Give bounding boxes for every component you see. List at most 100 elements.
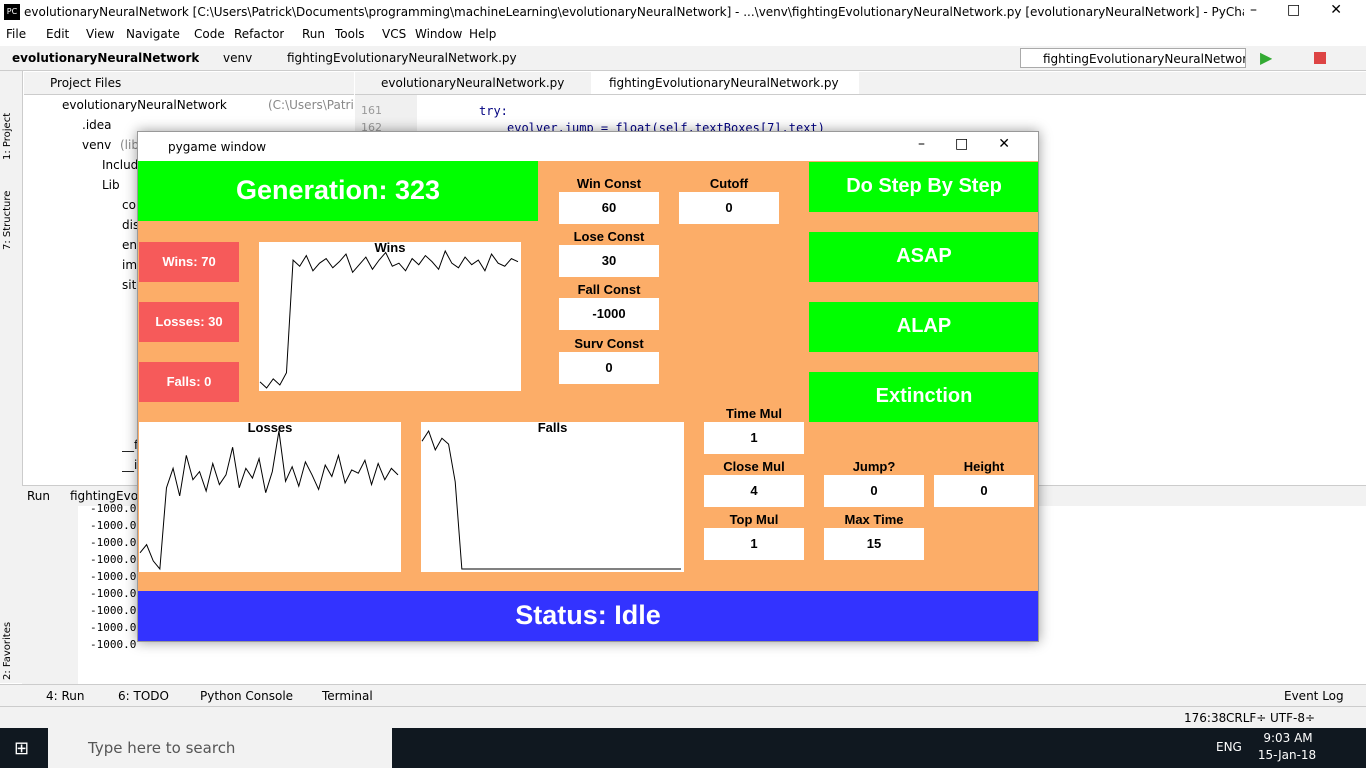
code-line: try: xyxy=(479,104,508,118)
tree-item[interactable]: Includ xyxy=(102,158,139,172)
tree-item[interactable]: dis xyxy=(122,218,140,232)
editor-tab[interactable]: evolutionaryNeuralNetwork.py xyxy=(381,76,565,90)
tool-tab[interactable]: 6: TODO xyxy=(118,689,169,703)
field-box[interactable]: 0 xyxy=(934,475,1034,507)
window-controls[interactable]: –□✕ xyxy=(1250,2,1360,18)
field-label: Close Mul xyxy=(723,459,785,474)
pygame-window: pygame window –□✕ Generation: 323 Status… xyxy=(137,131,1039,642)
field-box[interactable]: 15 xyxy=(824,528,924,560)
field-box[interactable]: 0 xyxy=(559,352,659,384)
editor-tab[interactable]: fightingEvolutionaryNeuralNetwork.py xyxy=(591,72,859,94)
tree-item[interactable]: en xyxy=(122,238,137,252)
tree-item[interactable]: evolutionaryNeuralNetwork xyxy=(62,98,227,112)
clock-date[interactable]: 15-Jan-18 xyxy=(1257,748,1317,762)
navigation-bar: fightingEvolutionaryNeuralNetwork ▶ evol… xyxy=(0,46,1366,71)
menu-item[interactable]: Tools xyxy=(335,27,365,41)
editor-tabs: evolutionaryNeuralNetwork.py fightingEvol… xyxy=(355,72,1366,95)
console-line: -1000.0 xyxy=(90,536,137,549)
chart-line xyxy=(259,249,519,389)
breadcrumb[interactable]: venv xyxy=(223,51,253,65)
tool-tab[interactable]: 4: Run xyxy=(46,689,85,703)
breadcrumb[interactable]: evolutionaryNeuralNetwork xyxy=(12,51,200,65)
pygame-controls[interactable]: –□✕ xyxy=(918,136,1028,152)
stop-button[interactable] xyxy=(1314,52,1326,64)
menu-item[interactable]: View xyxy=(86,27,115,41)
console-line: -1000.0 xyxy=(90,570,137,583)
language[interactable]: ENG xyxy=(1216,740,1242,754)
menu-item[interactable]: Window xyxy=(415,27,463,41)
chart-title: Falls xyxy=(538,420,568,435)
tool-tab[interactable]: Python Console xyxy=(200,689,294,703)
field-box[interactable]: 60 xyxy=(559,192,659,224)
project-view-select[interactable]: Project Files xyxy=(50,76,122,90)
tree-item[interactable]: __i xyxy=(122,458,138,472)
console-line: -1000.0 xyxy=(90,638,137,651)
chart-title: Losses xyxy=(248,420,293,435)
status-bar: 176:38 CRLF÷ UTF-8÷ xyxy=(0,706,1366,729)
side-tab[interactable]: 1: Project xyxy=(2,112,13,160)
clock-time[interactable]: 9:03 AM xyxy=(1263,731,1313,745)
tool-tab[interactable]: Terminal xyxy=(322,689,373,703)
tree-item[interactable]: .idea xyxy=(82,118,112,132)
run-label: Run xyxy=(27,489,51,503)
menu-item[interactable]: Refactor xyxy=(234,27,285,41)
side-tab[interactable]: 2: Favorites xyxy=(2,621,13,680)
app-icon: PC xyxy=(4,4,20,20)
console-line: -1000.0 xyxy=(90,621,137,634)
field-box[interactable]: 1 xyxy=(704,528,804,560)
field-box[interactable]: 0 xyxy=(679,192,779,224)
button[interactable]: ASAP xyxy=(809,232,1038,282)
run-button[interactable]: ▶ xyxy=(1260,48,1273,67)
run-config[interactable]: fightingEvolutionaryNeuralNetwork xyxy=(1020,48,1246,68)
console-line: -1000.0 xyxy=(90,587,137,600)
status-item[interactable]: UTF-8÷ xyxy=(1270,711,1316,725)
search-box[interactable]: Type here to search xyxy=(48,728,392,768)
field-label: Surv Const xyxy=(574,336,644,351)
tree-item[interactable]: co xyxy=(122,198,136,212)
tool-window-bar: Event Log 4: Run 6: TODO Python Console Ter… xyxy=(0,684,1366,707)
side-tab[interactable]: 7: Structure xyxy=(2,190,13,250)
button[interactable]: ALAP xyxy=(809,302,1038,352)
side-bar xyxy=(0,71,23,683)
tree-item[interactable]: __f xyxy=(122,438,139,452)
tree-item[interactable]: im xyxy=(122,258,138,272)
menu-bar: File Edit View Navigate Code Refactor Run Tools… xyxy=(0,24,1366,44)
menu-item[interactable]: Help xyxy=(469,27,497,41)
chart-area xyxy=(421,422,684,572)
button[interactable]: Extinction xyxy=(809,372,1038,422)
breadcrumb[interactable]: fightingEvolutionaryNeuralNetwork.py xyxy=(287,51,517,65)
field-box[interactable]: 30 xyxy=(559,245,659,277)
field-box[interactable]: 4 xyxy=(704,475,804,507)
status-item[interactable]: CRLF÷ xyxy=(1226,711,1267,725)
chart-line xyxy=(421,429,681,570)
menu-item[interactable]: Run xyxy=(302,27,326,41)
run-tab[interactable]: fightingEvolu xyxy=(70,489,150,503)
menu-item[interactable]: File xyxy=(6,27,27,41)
field-box[interactable]: 1 xyxy=(704,422,804,454)
field-label: Win Const xyxy=(576,176,642,191)
field-label: Time Mul xyxy=(725,406,783,421)
start-button[interactable]: ⊞ xyxy=(14,738,30,759)
menu-item[interactable]: Navigate xyxy=(126,27,180,41)
console: -1000.0 -1000.0 -1000.0 -1000.0 -1000.0 -1000… xyxy=(88,500,1366,682)
menu-item[interactable]: Code xyxy=(194,27,225,41)
field-label: Jump? xyxy=(852,459,896,474)
tree-item[interactable]: venv xyxy=(82,138,112,152)
pygame-title-bar: pygame window –□✕ xyxy=(138,132,1038,161)
chart-title: Wins xyxy=(375,240,406,255)
status-item[interactable]: 176:38 xyxy=(1184,711,1227,725)
menu-item[interactable]: VCS xyxy=(382,27,407,41)
tree-item[interactable]: Lib xyxy=(102,178,120,192)
status: Status: Idle xyxy=(138,591,1038,641)
field-box[interactable]: 0 xyxy=(824,475,924,507)
chart-area xyxy=(259,242,521,391)
project-header: Project Files xyxy=(24,72,354,95)
button[interactable]: Do Step By Step xyxy=(809,162,1038,212)
window-title: evolutionaryNeuralNetwork [C:\Users\Patr… xyxy=(24,5,1244,19)
tree-note: (C:\Users\Patrick\Documen xyxy=(268,98,354,112)
menu-item[interactable]: Edit xyxy=(46,27,70,41)
event-log[interactable]: Event Log xyxy=(1284,689,1344,703)
field-box[interactable]: -1000 xyxy=(559,298,659,330)
charts: Wins Losses Falls xyxy=(139,240,684,572)
taskbar: ⊞ Type here to search ENG 9:03 AM 15-Jan… xyxy=(0,728,1366,768)
